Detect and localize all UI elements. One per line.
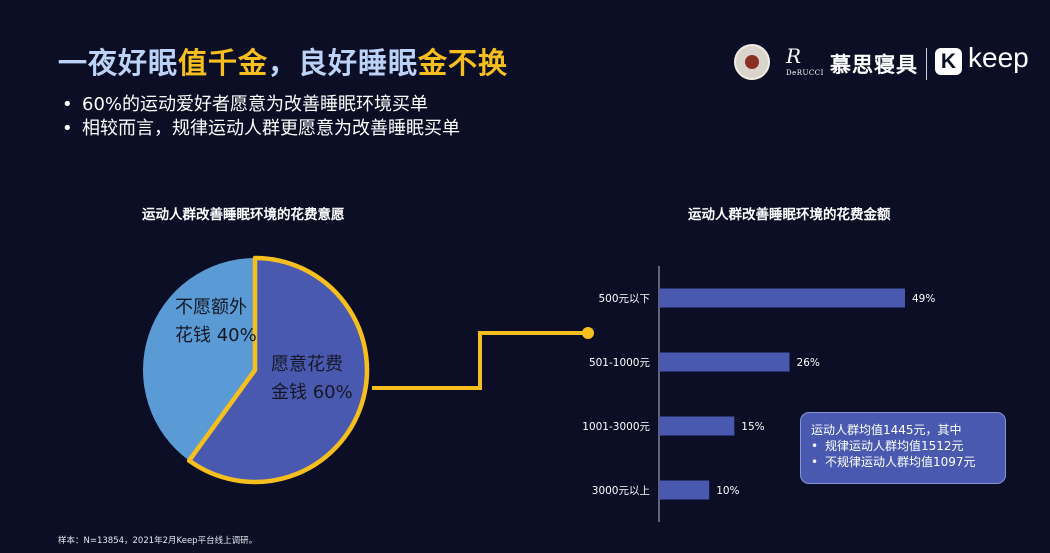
bullet-list: 60%的运动爱好者愿意为改善睡眠环境买单 相较而言，规律运动人群更愿意为改善睡眠… (62, 93, 460, 141)
bar-category-label: 3000元以上 (592, 485, 650, 497)
pie-label-willing-line1: 愿意花费 (271, 354, 343, 375)
keep-k-icon: K (935, 48, 962, 75)
bar (659, 352, 790, 372)
title-part-3: ，良好睡眠 (268, 46, 419, 80)
average-note-box: 运动人群均值1445元，其中 规律运动人群均值1512元 不规律运动人群均值10… (800, 412, 1006, 484)
bar-category-label: 500元以下 (598, 293, 650, 305)
pie-label-unwilling-line2: 花钱 40% (175, 325, 257, 346)
bar-chart-title: 运动人群改善睡眠环境的花费金额 (688, 207, 891, 223)
note-bullet: 规律运动人群均值1512元 (811, 438, 1005, 454)
footnote: 样本：N=13854，2021年2月Keep平台线上调研。 (58, 536, 258, 546)
derucci-mark-icon: R (786, 44, 802, 68)
bar-value-label: 15% (741, 421, 764, 433)
title-part-4: 金不换 (418, 46, 509, 80)
bullet-item: 相较而言，规律运动人群更愿意为改善睡眠买单 (62, 117, 460, 141)
bar-category-label: 501-1000元 (589, 357, 651, 369)
bar (659, 480, 710, 500)
pie-slice-highlight (186, 255, 370, 485)
note-line: 运动人群均值1445元，其中 (811, 423, 962, 437)
bar-category-label: 1001-3000元 (582, 421, 650, 433)
title-part-2: 值千金 (178, 46, 269, 80)
pie-slice (143, 258, 255, 461)
pie-label-willing: 愿意花费 金钱 60% (271, 351, 353, 407)
bar (659, 416, 735, 436)
derucci-name: 慕思寝具 (830, 52, 918, 77)
seal-logo-icon (734, 44, 770, 80)
derucci-wordmark: DeRUCCI (786, 69, 824, 77)
pie-label-unwilling-line1: 不愿额外 (175, 297, 247, 318)
note-bullet: 不规律运动人群均值1097元 (811, 454, 1005, 470)
connector-dot (582, 327, 594, 339)
keep-wordmark: keep (968, 42, 1029, 73)
pie-label-unwilling: 不愿额外 花钱 40% (175, 294, 257, 350)
pie-slice (189, 258, 368, 482)
bar-value-label: 26% (797, 357, 820, 369)
bullet-item: 60%的运动爱好者愿意为改善睡眠环境买单 (62, 93, 460, 117)
title-part-1: 一夜好眠 (58, 46, 179, 80)
bar (659, 288, 905, 308)
connector-line (372, 331, 588, 390)
logo-bar: R DeRUCCI 慕思寝具 K keep (730, 42, 1035, 84)
bar-value-label: 49% (912, 293, 935, 305)
pie-label-willing-line2: 金钱 60% (271, 382, 353, 403)
page-title: 一夜好眠值千金，良好睡眠金不换 (58, 40, 508, 82)
bar-value-label: 10% (716, 485, 739, 497)
pie-chart-title: 运动人群改善睡眠环境的花费意愿 (142, 207, 345, 223)
logo-divider (926, 48, 927, 80)
